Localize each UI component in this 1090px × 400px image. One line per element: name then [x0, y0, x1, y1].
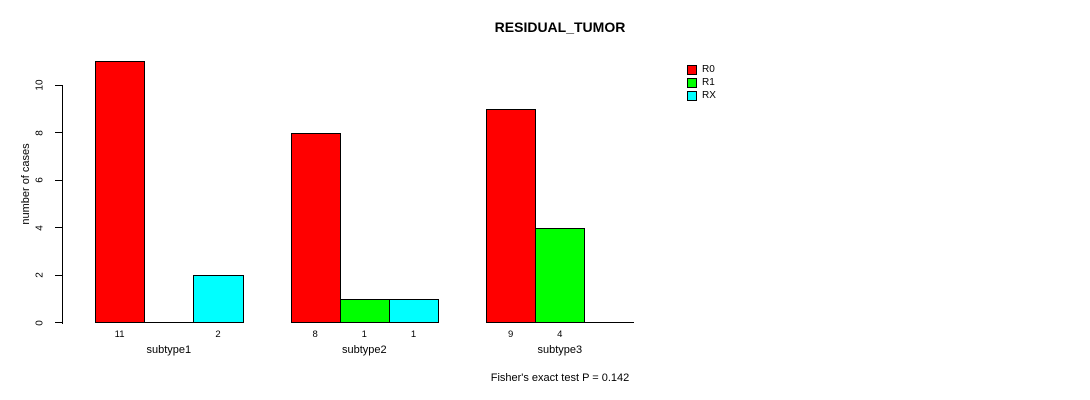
bar-value-label: 1: [410, 329, 417, 340]
bar-subtype3-R1: [535, 227, 586, 323]
legend-swatch-RX: [687, 91, 697, 101]
bar-value-label: 2: [215, 329, 221, 340]
legend-label-RX: RX: [702, 90, 716, 101]
y-tick-label: 8: [34, 129, 46, 136]
group-baseline: [290, 322, 439, 323]
category-label-subtype3: subtype3: [537, 344, 583, 356]
chart-title: RESIDUAL_TUMOR: [494, 19, 626, 35]
legend: R0 R1 RX: [687, 65, 716, 104]
y-tick-label: 0: [34, 319, 46, 326]
y-tick: [54, 84, 62, 86]
y-tick: [54, 274, 62, 276]
y-axis-label: number of cases: [20, 143, 32, 225]
fisher-test-annotation: Fisher's exact test P = 0.142: [490, 372, 630, 384]
legend-swatch-R0: [687, 65, 697, 75]
bar-value-label: 4: [557, 329, 563, 340]
bar-value-label: 9: [507, 329, 514, 340]
y-tick: [54, 227, 62, 228]
y-tick: [54, 179, 62, 181]
y-axis-line: [61, 84, 63, 324]
y-tick-label: 2: [34, 272, 46, 278]
legend-row-R0: R0: [687, 65, 716, 75]
bar-subtype3-R0: [486, 108, 537, 323]
group-baseline: [95, 322, 243, 323]
bar-subtype1-R0: [95, 61, 146, 323]
y-tick-label: 10: [34, 79, 46, 91]
bar-value-label: 1: [361, 329, 367, 340]
legend-swatch-R1: [687, 78, 697, 88]
bar-subtype2-RX: [388, 298, 440, 323]
y-tick: [54, 322, 62, 323]
legend-label-R1: R1: [702, 77, 715, 88]
y-tick-label: 6: [34, 177, 46, 183]
bar-value-label: 8: [312, 329, 318, 340]
group-baseline: [486, 322, 634, 323]
category-label-subtype2: subtype2: [341, 344, 387, 356]
bar-value-label: 11: [114, 329, 125, 340]
legend-row-RX: RX: [687, 91, 716, 101]
legend-label-R0: R0: [702, 64, 715, 75]
bar-subtype1-RX: [193, 275, 244, 323]
bar-subtype2-R1: [339, 298, 390, 323]
category-label-subtype1: subtype1: [146, 344, 192, 356]
y-tick: [54, 132, 62, 133]
legend-row-R1: R1: [687, 78, 716, 88]
bar-subtype2-R0: [290, 132, 341, 323]
y-tick-label: 4: [34, 224, 46, 231]
